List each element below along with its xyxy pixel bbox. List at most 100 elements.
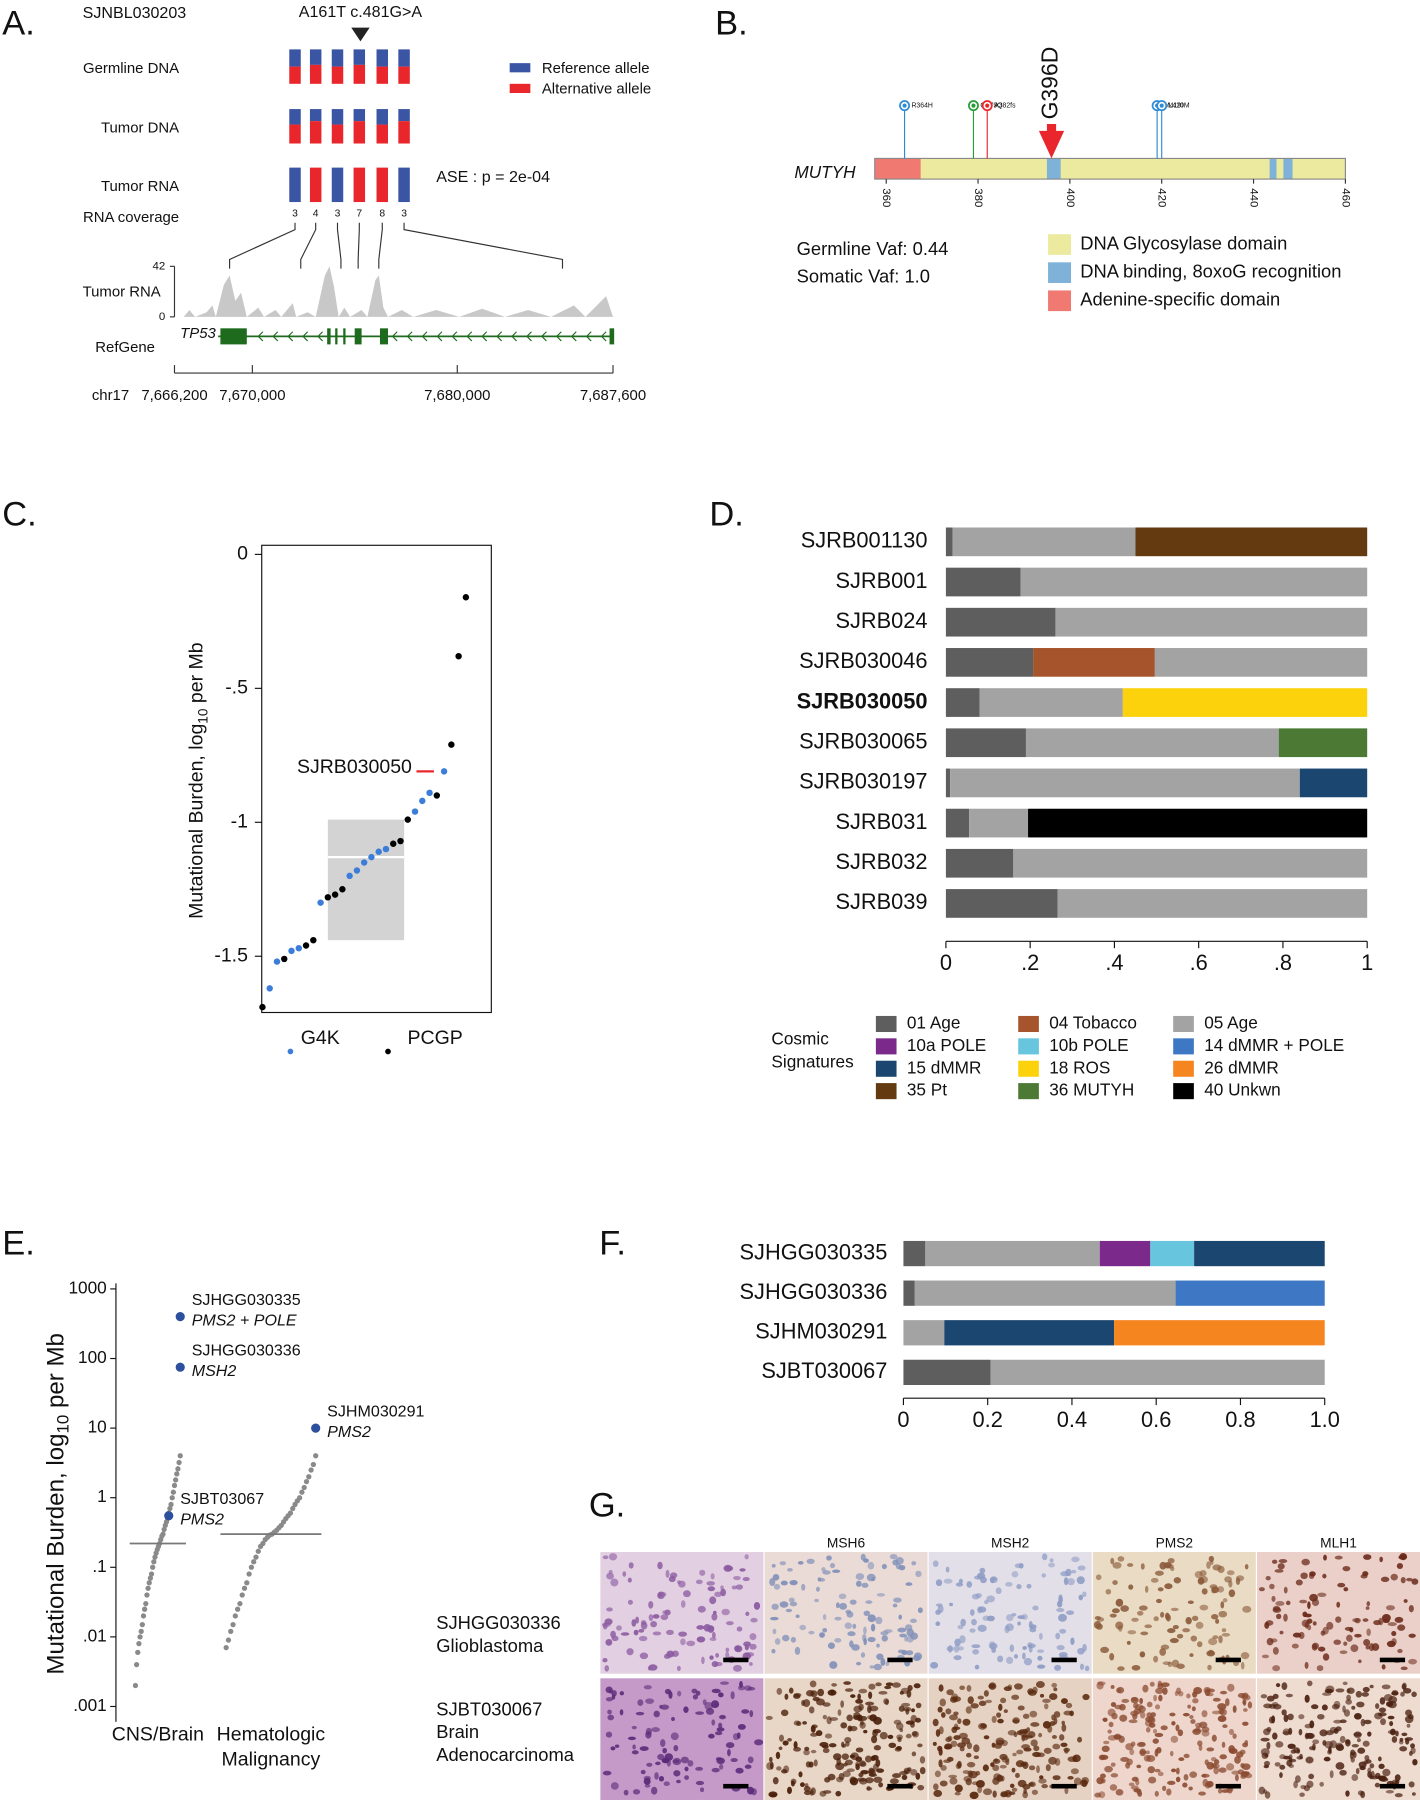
nucleus (1221, 1741, 1226, 1748)
nucleus (1217, 1703, 1227, 1711)
highlight-point (175, 1312, 185, 1322)
nucleus (1274, 1762, 1281, 1767)
nucleus (892, 1773, 902, 1779)
nucleus (780, 1709, 789, 1717)
nucleus (801, 1583, 806, 1591)
nucleus (977, 1695, 984, 1700)
nucleus (1045, 1764, 1051, 1772)
nucleus (1242, 1699, 1247, 1706)
vaf-text: Germline Vaf: 0.44 (797, 238, 949, 259)
bar-segment (1099, 1240, 1151, 1267)
nucleus (971, 1644, 981, 1649)
y-tick-label: .1 (92, 1556, 106, 1576)
nucleus (1041, 1553, 1048, 1561)
nucleus (810, 1749, 817, 1754)
nucleus (1176, 1633, 1184, 1639)
nucleus (1281, 1709, 1287, 1716)
nucleus (1027, 1688, 1034, 1695)
nucleus (977, 1606, 987, 1613)
nucleus (1119, 1714, 1128, 1722)
nucleus (1038, 1778, 1047, 1784)
bar-segment (969, 808, 1029, 838)
point (246, 1571, 252, 1577)
nucleus (668, 1576, 676, 1583)
nucleus (1404, 1737, 1414, 1741)
nucleus (893, 1597, 902, 1603)
panel-label: F. (599, 1225, 626, 1263)
nucleus (1005, 1623, 1014, 1632)
nucleus (869, 1705, 879, 1712)
nucleus (1194, 1722, 1202, 1728)
nucleus (1199, 1570, 1207, 1577)
nucleus (1369, 1684, 1374, 1689)
nucleus (905, 1708, 910, 1715)
coverage-count: 4 (313, 208, 319, 219)
tick-label: 420 (1156, 188, 1168, 207)
nucleus (1373, 1620, 1382, 1626)
nucleus (1017, 1621, 1021, 1626)
nucleus (1335, 1616, 1342, 1623)
y-tick-label: 0 (237, 543, 248, 565)
lollipop-dot (1159, 103, 1164, 108)
nucleus (1126, 1640, 1131, 1645)
point (259, 1003, 266, 1011)
nucleus (1403, 1687, 1412, 1694)
nucleus (905, 1720, 915, 1725)
nucleus (901, 1702, 911, 1707)
nucleus (888, 1742, 897, 1749)
point (177, 1453, 183, 1459)
y-label-text: Mutational Burden, log (43, 1433, 70, 1674)
nucleus (999, 1764, 1007, 1769)
nucleus (1225, 1698, 1230, 1707)
vaf-text: Somatic Vaf: 1.0 (797, 266, 930, 287)
nucleus (1228, 1728, 1234, 1735)
nucleus (1339, 1719, 1347, 1724)
nucleus (1165, 1612, 1170, 1620)
nucleus (905, 1582, 913, 1586)
nucleus (1385, 1789, 1394, 1794)
nucleus (911, 1708, 915, 1713)
nucleus (788, 1687, 794, 1694)
nucleus (1288, 1727, 1293, 1735)
nucleus (1169, 1712, 1176, 1717)
micrograph (1256, 1678, 1420, 1800)
nucleus (605, 1697, 613, 1702)
nucleus (983, 1690, 989, 1697)
nucleus (1048, 1562, 1056, 1568)
nucleus (654, 1772, 659, 1780)
nucleus (1276, 1613, 1282, 1620)
nucleus (835, 1602, 840, 1609)
bar-segment (925, 1240, 1100, 1267)
nucleus (1317, 1592, 1327, 1597)
y-tick-label: 10 (88, 1417, 107, 1437)
nucleus (711, 1660, 719, 1668)
strand-chevron (600, 331, 607, 342)
strand-chevron (257, 331, 264, 342)
nucleus (859, 1778, 868, 1785)
track-label: Tumor RNA (83, 284, 161, 301)
nucleus (1344, 1626, 1353, 1631)
x-category-label: Hematologic Malignancy (216, 1723, 326, 1771)
point (382, 845, 390, 853)
nucleus (1183, 1773, 1189, 1781)
nucleus (898, 1614, 902, 1620)
nucleus (1261, 1752, 1269, 1759)
variant-arrow (351, 27, 370, 42)
nucleus (672, 1759, 680, 1764)
nucleus (966, 1685, 972, 1692)
alternative-allele-bar (376, 167, 389, 203)
exon (379, 328, 389, 345)
nucleus (867, 1614, 876, 1623)
nucleus (699, 1787, 705, 1793)
nucleus (822, 1614, 827, 1621)
nucleus (938, 1748, 943, 1756)
point (295, 944, 302, 952)
y-label-subscript: 10 (54, 1415, 73, 1434)
nucleus (697, 1605, 706, 1613)
tick-label: 7,666,200 (141, 387, 207, 404)
nucleus (604, 1618, 613, 1625)
nucleus (827, 1689, 837, 1696)
nucleus (1190, 1635, 1198, 1642)
nucleus (754, 1739, 764, 1746)
nucleus (822, 1714, 828, 1720)
